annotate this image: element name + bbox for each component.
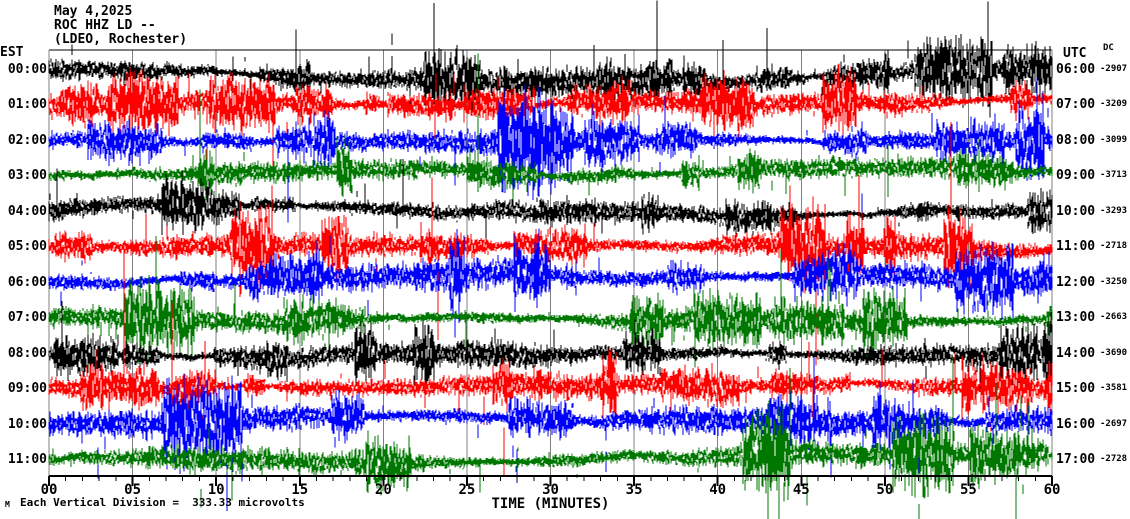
left-timezone-header: EST xyxy=(0,45,24,60)
utc-time-label: 17:00 xyxy=(1056,451,1096,467)
utc-time-label: 13:00 xyxy=(1056,310,1096,326)
est-time-label: 08:00 xyxy=(7,345,47,361)
seismogram-trace xyxy=(48,357,1053,511)
x-tick-label: 60 xyxy=(1043,482,1061,498)
seismogram-trace xyxy=(48,356,1053,519)
plot-title-date: May 4,2025 xyxy=(54,4,133,19)
est-time-label: 11:00 xyxy=(7,451,47,467)
est-time-label: 10:00 xyxy=(7,416,47,432)
est-time-label: 07:00 xyxy=(7,310,47,326)
est-time-label: 00:00 xyxy=(7,62,47,77)
x-axis-title: TIME (MINUTES) xyxy=(491,496,610,512)
dc-value: -3293 xyxy=(1100,205,1128,216)
utc-time-label: 06:00 xyxy=(1056,62,1096,77)
x-tick-label: 00 xyxy=(40,482,58,498)
dc-value: -2718 xyxy=(1100,241,1128,252)
right-timezone-header: UTC xyxy=(1063,46,1087,61)
utc-time-label: 16:00 xyxy=(1056,416,1096,432)
dc-value: -3209 xyxy=(1100,99,1128,110)
est-time-label: 04:00 xyxy=(7,203,47,219)
seismogram-trace xyxy=(48,300,1053,402)
seismogram-trace xyxy=(48,246,1053,476)
dc-value: -2728 xyxy=(1100,453,1128,464)
est-time-label: 06:00 xyxy=(7,274,47,290)
utc-time-label: 11:00 xyxy=(1056,239,1096,255)
x-tick-label: 25 xyxy=(458,482,476,498)
x-tick-label: 20 xyxy=(374,482,392,498)
x-tick-label: 30 xyxy=(542,482,559,498)
x-tick-label: 15 xyxy=(291,482,309,498)
utc-time-label: 08:00 xyxy=(1056,132,1096,148)
x-tick-label: 05 xyxy=(124,482,141,498)
watermark-glyph: M xyxy=(5,500,10,509)
x-tick-label: 50 xyxy=(876,482,894,498)
est-time-label: 03:00 xyxy=(7,168,47,184)
seismogram-trace xyxy=(48,158,1053,250)
utc-time-label: 15:00 xyxy=(1056,381,1096,397)
utc-time-label: 09:00 xyxy=(1056,168,1096,184)
x-tick-label: 55 xyxy=(959,482,977,498)
est-time-label: 05:00 xyxy=(7,239,47,255)
x-tick-label: 10 xyxy=(207,482,225,498)
scale-note: Each Vertical Division = 333.33 microvol… xyxy=(20,496,305,509)
dc-value: -3250 xyxy=(1100,276,1128,287)
dc-value: -3581 xyxy=(1100,383,1128,394)
est-time-label: 09:00 xyxy=(7,381,47,397)
seismogram-trace xyxy=(48,228,1053,338)
plot-title-location: (LDEO, Rochester) xyxy=(54,32,188,47)
dc-value: -2907 xyxy=(1100,64,1128,74)
est-time-label: 02:00 xyxy=(7,132,47,148)
dc-value: -3713 xyxy=(1100,170,1128,181)
utc-time-label: 14:00 xyxy=(1056,345,1096,361)
x-tick-label: 40 xyxy=(709,482,727,498)
plot-title-station: ROC HHZ LD -- xyxy=(54,18,156,33)
x-tick-label: 35 xyxy=(625,482,643,498)
seismogram-trace xyxy=(48,235,1053,428)
dc-value: -3690 xyxy=(1100,347,1128,358)
seismogram-trace xyxy=(48,63,1053,180)
seismogram-trace xyxy=(48,77,1053,255)
x-tick-label: 45 xyxy=(792,482,810,498)
dc-value: -3099 xyxy=(1100,134,1128,145)
utc-time-label: 07:00 xyxy=(1056,97,1096,113)
utc-time-label: 10:00 xyxy=(1056,203,1096,219)
dc-value: -2663 xyxy=(1100,312,1128,323)
seismogram-trace xyxy=(48,53,1053,209)
utc-time-label: 12:00 xyxy=(1056,274,1096,290)
dc-value: -2697 xyxy=(1100,418,1128,429)
est-time-label: 01:00 xyxy=(7,97,47,113)
dc-column-header: DC xyxy=(1103,43,1114,53)
